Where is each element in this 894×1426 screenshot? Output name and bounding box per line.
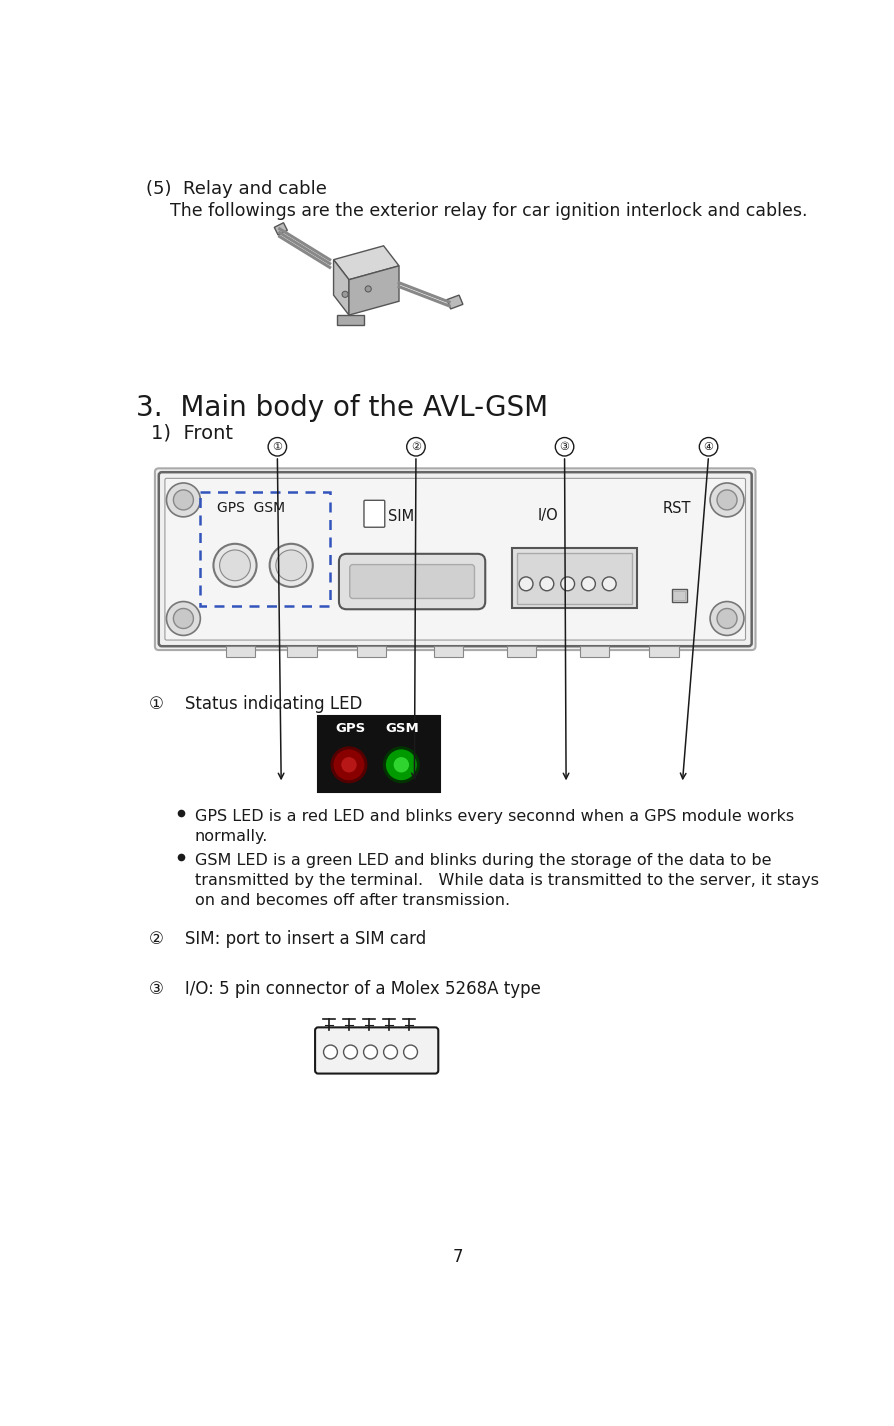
Text: (5)  Relay and cable: (5) Relay and cable — [147, 180, 327, 198]
Bar — [670, 589, 687, 602]
Text: ③    I/O: 5 pin connector of a Molex 5268A type: ③ I/O: 5 pin connector of a Molex 5268A … — [148, 980, 540, 998]
Circle shape — [363, 1045, 377, 1060]
Text: normally.: normally. — [195, 829, 268, 844]
Bar — [511, 549, 637, 609]
Circle shape — [275, 550, 307, 580]
Text: GPS: GPS — [334, 723, 365, 736]
Polygon shape — [349, 265, 399, 315]
Circle shape — [219, 550, 250, 580]
FancyBboxPatch shape — [164, 478, 745, 640]
Text: transmitted by the terminal.   While data is transmitted to the server, it stays: transmitted by the terminal. While data … — [195, 873, 818, 888]
Text: on and becomes off after transmission.: on and becomes off after transmission. — [195, 893, 510, 908]
Bar — [579, 646, 609, 657]
Circle shape — [393, 757, 409, 773]
Circle shape — [581, 578, 595, 590]
Circle shape — [173, 609, 193, 629]
Circle shape — [330, 746, 367, 783]
Text: ④: ④ — [703, 442, 713, 452]
Text: 3.  Main body of the AVL-GSM: 3. Main body of the AVL-GSM — [136, 395, 547, 422]
FancyBboxPatch shape — [155, 468, 755, 650]
Circle shape — [333, 750, 364, 780]
Circle shape — [166, 483, 200, 516]
Circle shape — [716, 609, 737, 629]
Polygon shape — [446, 295, 462, 309]
Circle shape — [383, 746, 419, 783]
FancyBboxPatch shape — [339, 553, 485, 609]
Text: ①    Status indicating LED: ① Status indicating LED — [148, 694, 362, 713]
Text: ①: ① — [272, 442, 282, 452]
Circle shape — [173, 491, 193, 511]
Bar — [357, 646, 385, 657]
Bar — [506, 646, 536, 657]
Text: ③: ③ — [559, 442, 569, 452]
Circle shape — [716, 491, 737, 511]
Circle shape — [341, 757, 357, 773]
Text: I/O: I/O — [537, 508, 558, 522]
Circle shape — [384, 1045, 397, 1060]
Text: GSM: GSM — [384, 723, 418, 736]
Circle shape — [602, 578, 615, 590]
Bar — [434, 646, 462, 657]
Circle shape — [554, 438, 573, 456]
Circle shape — [385, 750, 417, 780]
Circle shape — [698, 438, 717, 456]
Circle shape — [342, 291, 348, 298]
Polygon shape — [333, 260, 349, 315]
Circle shape — [709, 483, 743, 516]
Bar — [516, 553, 632, 603]
FancyBboxPatch shape — [350, 565, 474, 599]
FancyBboxPatch shape — [364, 501, 384, 528]
Text: GPS  GSM: GPS GSM — [217, 502, 285, 515]
Text: ②    SIM: port to insert a SIM card: ② SIM: port to insert a SIM card — [148, 930, 426, 947]
Text: SIM: SIM — [388, 509, 414, 525]
Bar — [200, 492, 329, 606]
Circle shape — [519, 578, 533, 590]
Circle shape — [213, 543, 257, 588]
Circle shape — [324, 1045, 337, 1060]
Text: 7: 7 — [452, 1248, 463, 1266]
Circle shape — [365, 285, 371, 292]
Bar — [648, 646, 678, 657]
Bar — [672, 590, 685, 600]
Circle shape — [709, 602, 743, 636]
Circle shape — [268, 438, 286, 456]
Polygon shape — [337, 315, 364, 325]
Bar — [225, 646, 255, 657]
Circle shape — [560, 578, 574, 590]
Text: The followings are the exterior relay for car ignition interlock and cables.: The followings are the exterior relay fo… — [169, 202, 806, 220]
Polygon shape — [333, 245, 399, 279]
Bar — [317, 716, 439, 791]
Circle shape — [539, 578, 553, 590]
Text: 1)  Front: 1) Front — [151, 424, 232, 442]
Text: GSM LED is a green LED and blinks during the storage of the data to be: GSM LED is a green LED and blinks during… — [195, 853, 771, 868]
Circle shape — [406, 438, 425, 456]
Circle shape — [403, 1045, 417, 1060]
Text: GPS LED is a red LED and blinks every seconnd when a GPS module works: GPS LED is a red LED and blinks every se… — [195, 809, 793, 824]
Text: RST: RST — [662, 502, 690, 516]
Circle shape — [269, 543, 312, 588]
Text: ②: ② — [410, 442, 420, 452]
Polygon shape — [274, 222, 287, 235]
Circle shape — [166, 602, 200, 636]
FancyBboxPatch shape — [315, 1027, 438, 1074]
Circle shape — [343, 1045, 357, 1060]
FancyBboxPatch shape — [158, 472, 751, 646]
Bar — [287, 646, 316, 657]
